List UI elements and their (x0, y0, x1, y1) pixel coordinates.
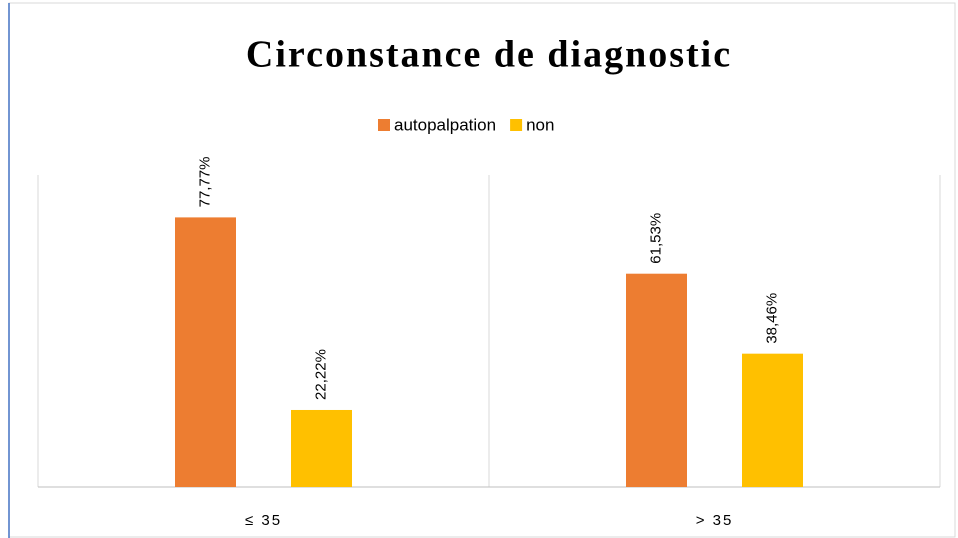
legend-swatch (378, 119, 390, 131)
chart-title: Circonstance de diagnostic (246, 34, 732, 76)
legend-label: non (526, 115, 554, 134)
bar (626, 273, 687, 487)
bar (742, 353, 803, 487)
bar (291, 409, 352, 487)
bar (175, 217, 236, 487)
chart-frame (8, 2, 956, 538)
legend-swatch (510, 119, 523, 131)
data-label: 38,46% (763, 293, 780, 344)
legend-label: autopalpation (394, 115, 496, 134)
data-label: 77,77% (196, 157, 213, 208)
x-tick-label: ≤ 35 (245, 512, 282, 529)
data-label: 61,53% (647, 213, 664, 264)
x-tick-label: > 35 (696, 512, 734, 529)
data-label: 22,22% (312, 349, 329, 400)
